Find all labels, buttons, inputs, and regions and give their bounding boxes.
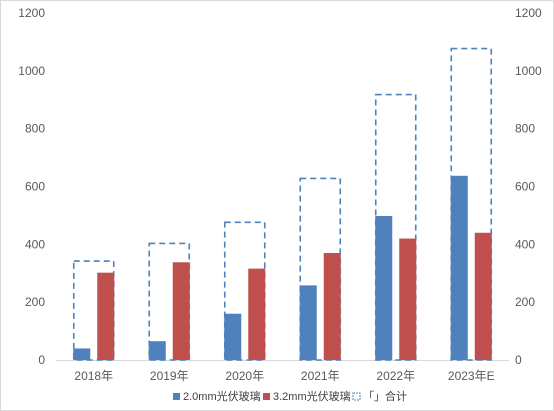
- bar-2mm: [299, 285, 317, 360]
- legend-label: 2.0mm光伏玻璃: [183, 389, 261, 403]
- legend-label: 「」合计: [363, 389, 407, 403]
- legend-swatch: [173, 393, 180, 400]
- bar-2mm: [148, 341, 166, 360]
- x-tick-label: 2022年: [376, 369, 415, 383]
- y-tick-label-left: 1000: [18, 64, 45, 78]
- bar-2mm: [450, 175, 468, 360]
- bar-3mm: [172, 262, 190, 360]
- bar-3mm: [248, 268, 266, 360]
- legend-label: 3.2mm光伏玻璃: [273, 389, 351, 403]
- bar-2mm: [375, 215, 393, 360]
- bar-3mm: [97, 272, 115, 360]
- bar-3mm: [323, 253, 341, 360]
- total-outline: [72, 260, 115, 361]
- y-tick-label-right: 600: [515, 180, 535, 194]
- x-tick-label: 2021年: [301, 369, 340, 383]
- bar-3mm: [399, 238, 417, 360]
- x-tick-label: 2023年E: [448, 369, 495, 383]
- y-tick-label-left: 600: [25, 180, 45, 194]
- y-tick-label-right: 200: [515, 295, 535, 309]
- y-tick-label-right: 1200: [515, 6, 542, 20]
- y-tick-label-left: 800: [25, 122, 45, 136]
- x-tick-label: 2020年: [225, 369, 264, 383]
- total-outline: [223, 221, 266, 361]
- bar-2mm: [224, 313, 242, 360]
- y-tick-label-right: 1000: [515, 64, 542, 78]
- bar-2mm: [73, 348, 91, 360]
- x-tick-label: 2019年: [150, 369, 189, 383]
- y-tick-label-left: 400: [25, 237, 45, 251]
- y-tick-label-right: 400: [515, 237, 535, 251]
- total-outline: [148, 242, 191, 361]
- total-outline: [374, 93, 417, 361]
- legend-swatch-total: [352, 392, 361, 401]
- y-tick-label-right: 800: [515, 122, 535, 136]
- y-tick-label-left: 1200: [18, 6, 45, 20]
- y-tick-label-left: 200: [25, 295, 45, 309]
- y-tick-label-right: 0: [515, 353, 522, 367]
- legend-swatch: [263, 393, 270, 400]
- total-outline: [450, 47, 493, 361]
- bar-3mm: [474, 232, 492, 360]
- y-tick-label-left: 0: [38, 353, 45, 367]
- x-tick-label: 2018年: [74, 369, 113, 383]
